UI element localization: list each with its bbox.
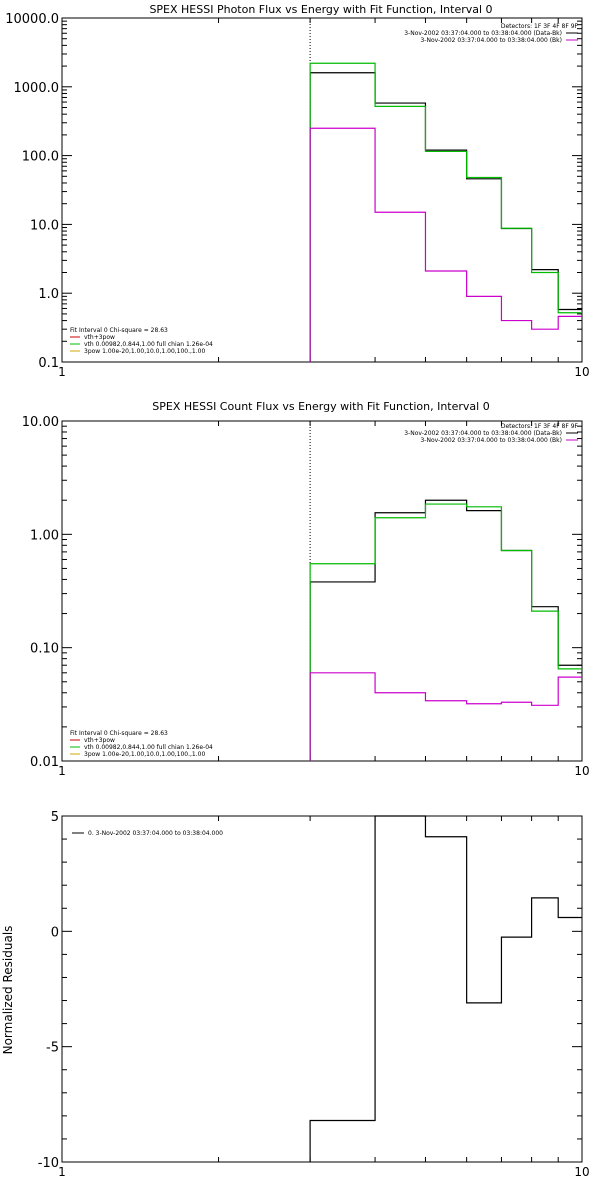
count-flux-series-1 bbox=[309, 499, 582, 761]
residuals-axes: 1 10 -10 -5 0 5 bbox=[38, 810, 590, 1179]
residuals-y-tick-label: -10 bbox=[38, 1156, 59, 1171]
residuals-y-tick-label: 5 bbox=[51, 810, 59, 825]
photon-flux-y-tick-label: 10.0 bbox=[30, 218, 59, 233]
photon-flux-legend-item-2: vth 0.00982,0.844,1.00 full chian 1.26e-… bbox=[84, 341, 213, 348]
count-flux-legend-item-1: vth+3pow bbox=[84, 737, 115, 744]
photon-flux-plot-frame bbox=[61, 17, 583, 363]
photon-flux-y-tick-label: 10000.0 bbox=[5, 12, 59, 27]
residuals-panel: 1 10 -10 -5 0 5 Normalized Residuals 0. 3-Nov… bbox=[1, 810, 590, 1179]
residuals-legend-item: 0. 3-Nov-2002 03:37:04.000 to 03:38:04.0… bbox=[88, 830, 223, 837]
photon-flux-x-tick-label: 1 bbox=[58, 365, 66, 379]
count-flux-y-tick-label: 10.00 bbox=[22, 415, 59, 430]
count-flux-detectors: Detectors: 1F 3F 4F 8F 9F bbox=[501, 423, 579, 430]
count-flux-title: SPEX HESSI Count Flux vs Energy with Fit… bbox=[152, 400, 489, 413]
count-flux-x-tick-label: 1 bbox=[58, 764, 66, 778]
residuals-y-axis-label: Normalized Residuals bbox=[1, 926, 15, 1055]
count-flux-plot-frame bbox=[61, 420, 583, 762]
count-flux-info-bk: 3-Nov-2002 03:37:04.000 to 03:38:04.000 … bbox=[420, 437, 562, 444]
count-flux-x-tick-label: 10 bbox=[574, 764, 589, 778]
count-flux-legend-header: Fit Interval 0 Chi-square = 28.63 bbox=[70, 730, 168, 737]
count-flux-series-2 bbox=[309, 503, 582, 761]
residuals-x-tick-label: 10 bbox=[574, 1165, 589, 1179]
residuals-series bbox=[309, 815, 582, 1162]
photon-flux-title: SPEX HESSI Photon Flux vs Energy with Fi… bbox=[149, 3, 492, 16]
count-flux-series-3 bbox=[309, 672, 582, 761]
count-flux-legend: Fit Interval 0 Chi-square = 28.63 vth+3p… bbox=[70, 730, 213, 758]
photon-flux-series bbox=[309, 62, 582, 362]
residuals-y-tick-label: -5 bbox=[46, 1041, 59, 1056]
count-flux-info: Detectors: 1F 3F 4F 8F 9F 3-Nov-2002 03:… bbox=[404, 423, 578, 444]
count-flux-legend-item-2: vth 0.00982,0.844,1.00 full chian 1.26e-… bbox=[84, 744, 213, 751]
count-flux-axes: 1 10 0.01 0.10 1.00 10.00 bbox=[22, 415, 590, 778]
residuals-y-tick-label: 0 bbox=[51, 925, 59, 940]
count-flux-y-tick-label: 0.01 bbox=[30, 755, 59, 770]
photon-flux-legend: Fit Interval 0 Chi-square = 28.63 vth+3p… bbox=[70, 327, 213, 355]
photon-flux-series-1 bbox=[309, 72, 582, 362]
photon-flux-y-tick-label: 1.0 bbox=[38, 287, 59, 302]
photon-flux-detectors: Detectors: 1F 3F 4F 8F 9F bbox=[501, 23, 579, 30]
residuals-x-tick-label: 1 bbox=[58, 1165, 66, 1179]
photon-flux-series-2 bbox=[309, 62, 582, 362]
photon-flux-legend-header: Fit Interval 0 Chi-square = 28.63 bbox=[70, 327, 168, 334]
count-flux-legend-item-3: 3pow 1.00e-20,1.00,10.0,1.00,100.,1.00 bbox=[84, 751, 205, 758]
photon-flux-panel: SPEX HESSI Photon Flux vs Energy with Fi… bbox=[5, 3, 589, 379]
photon-flux-y-tick-label: 100.0 bbox=[22, 150, 59, 165]
count-flux-y-tick-label: 1.00 bbox=[30, 528, 59, 543]
photon-flux-series-3 bbox=[309, 127, 582, 362]
count-flux-panel: SPEX HESSI Count Flux vs Energy with Fit… bbox=[22, 400, 590, 778]
photon-flux-info-data-bk: 3-Nov-2002 03:37:04.000 to 03:38:04.000 … bbox=[404, 30, 562, 37]
residuals-plot-frame bbox=[61, 815, 583, 1163]
residuals-legend: 0. 3-Nov-2002 03:37:04.000 to 03:38:04.0… bbox=[72, 830, 223, 837]
photon-flux-legend-item-1: vth+3pow bbox=[84, 334, 115, 341]
count-flux-series bbox=[309, 499, 582, 761]
photon-flux-info-bk: 3-Nov-2002 03:37:04.000 to 03:38:04.000 … bbox=[420, 37, 562, 44]
photon-flux-info: Detectors: 1F 3F 4F 8F 9F 3-Nov-2002 03:… bbox=[404, 23, 578, 44]
photon-flux-legend-item-3: 3pow 1.00e-20,1.00,10.0,1.00,100.,1.00 bbox=[84, 348, 205, 355]
photon-flux-y-tick-label: 0.1 bbox=[38, 356, 59, 371]
residuals-series-1 bbox=[309, 815, 582, 1162]
count-flux-info-data-bk: 3-Nov-2002 03:37:04.000 to 03:38:04.000 … bbox=[404, 430, 562, 437]
count-flux-y-tick-label: 0.10 bbox=[30, 642, 59, 657]
photon-flux-x-tick-label: 10 bbox=[574, 365, 589, 379]
photon-flux-y-tick-label: 1000.0 bbox=[14, 81, 60, 96]
